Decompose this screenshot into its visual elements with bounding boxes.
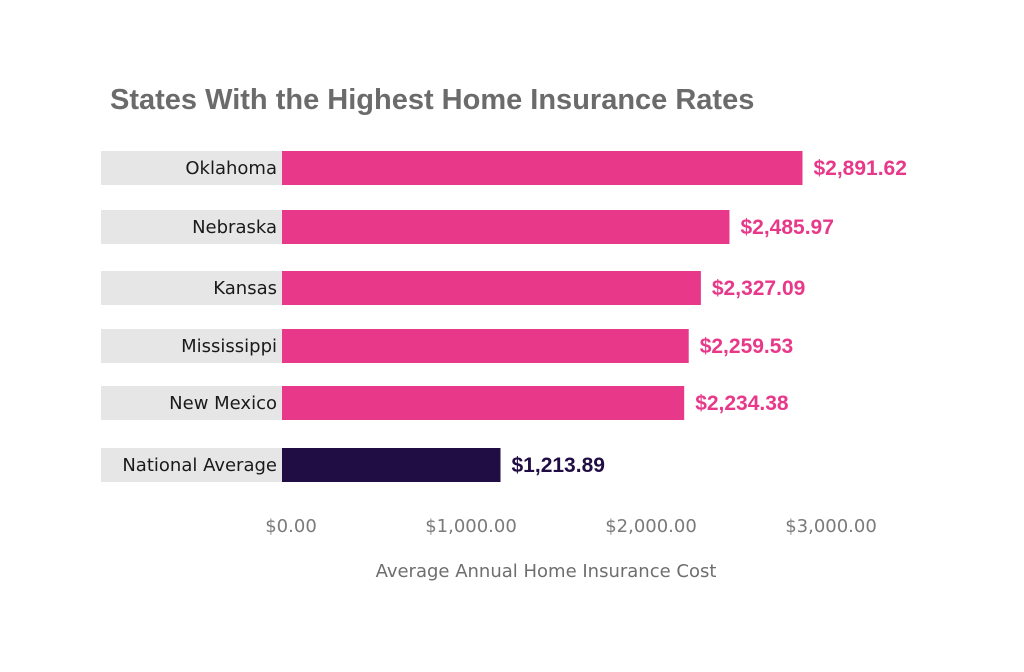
category-label-bg bbox=[101, 271, 282, 305]
category-label-backgrounds bbox=[101, 151, 282, 482]
category-label: National Average bbox=[122, 455, 277, 476]
x-tick-label: $2,000.00 bbox=[605, 516, 697, 537]
x-axis-title: Average Annual Home Insurance Cost bbox=[376, 561, 717, 582]
category-label-bg bbox=[101, 448, 282, 482]
value-label: $2,891.62 bbox=[813, 157, 906, 180]
x-tick-label: $1,000.00 bbox=[425, 516, 517, 537]
value-label: $1,213.89 bbox=[512, 454, 605, 477]
category-label: Nebraska bbox=[192, 217, 277, 238]
bar bbox=[282, 386, 685, 420]
chart-title: States With the Highest Home Insurance R… bbox=[110, 84, 754, 116]
category-label-bg bbox=[101, 151, 282, 185]
bar bbox=[282, 151, 803, 185]
bar bbox=[282, 210, 730, 244]
value-label: $2,259.53 bbox=[700, 335, 793, 358]
bar-national-average bbox=[282, 448, 501, 482]
category-labels: Oklahoma Nebraska Kansas Mississippi New Mex… bbox=[122, 158, 277, 476]
bars bbox=[282, 151, 803, 482]
value-label: $2,327.09 bbox=[712, 277, 805, 300]
bar bbox=[282, 329, 689, 363]
category-label: Kansas bbox=[213, 278, 277, 299]
value-label: $2,234.38 bbox=[695, 392, 789, 415]
category-label: Mississippi bbox=[181, 336, 277, 357]
x-tick-label: $3,000.00 bbox=[785, 516, 877, 537]
category-label: Oklahoma bbox=[185, 158, 277, 179]
category-label-bg bbox=[101, 210, 282, 244]
category-label-bg bbox=[101, 329, 282, 363]
x-tick-labels: $0.00 $1,000.00 $2,000.00 $3,000.00 bbox=[265, 516, 877, 537]
value-labels: $2,891.62 $2,485.97 $2,327.09 $2,259.53 $2,2… bbox=[512, 157, 907, 477]
category-label-bg bbox=[101, 386, 282, 420]
x-tick-label: $0.00 bbox=[265, 516, 317, 537]
category-label: New Mexico bbox=[169, 393, 277, 414]
value-label: $2,485.97 bbox=[740, 216, 833, 239]
bar bbox=[282, 271, 701, 305]
